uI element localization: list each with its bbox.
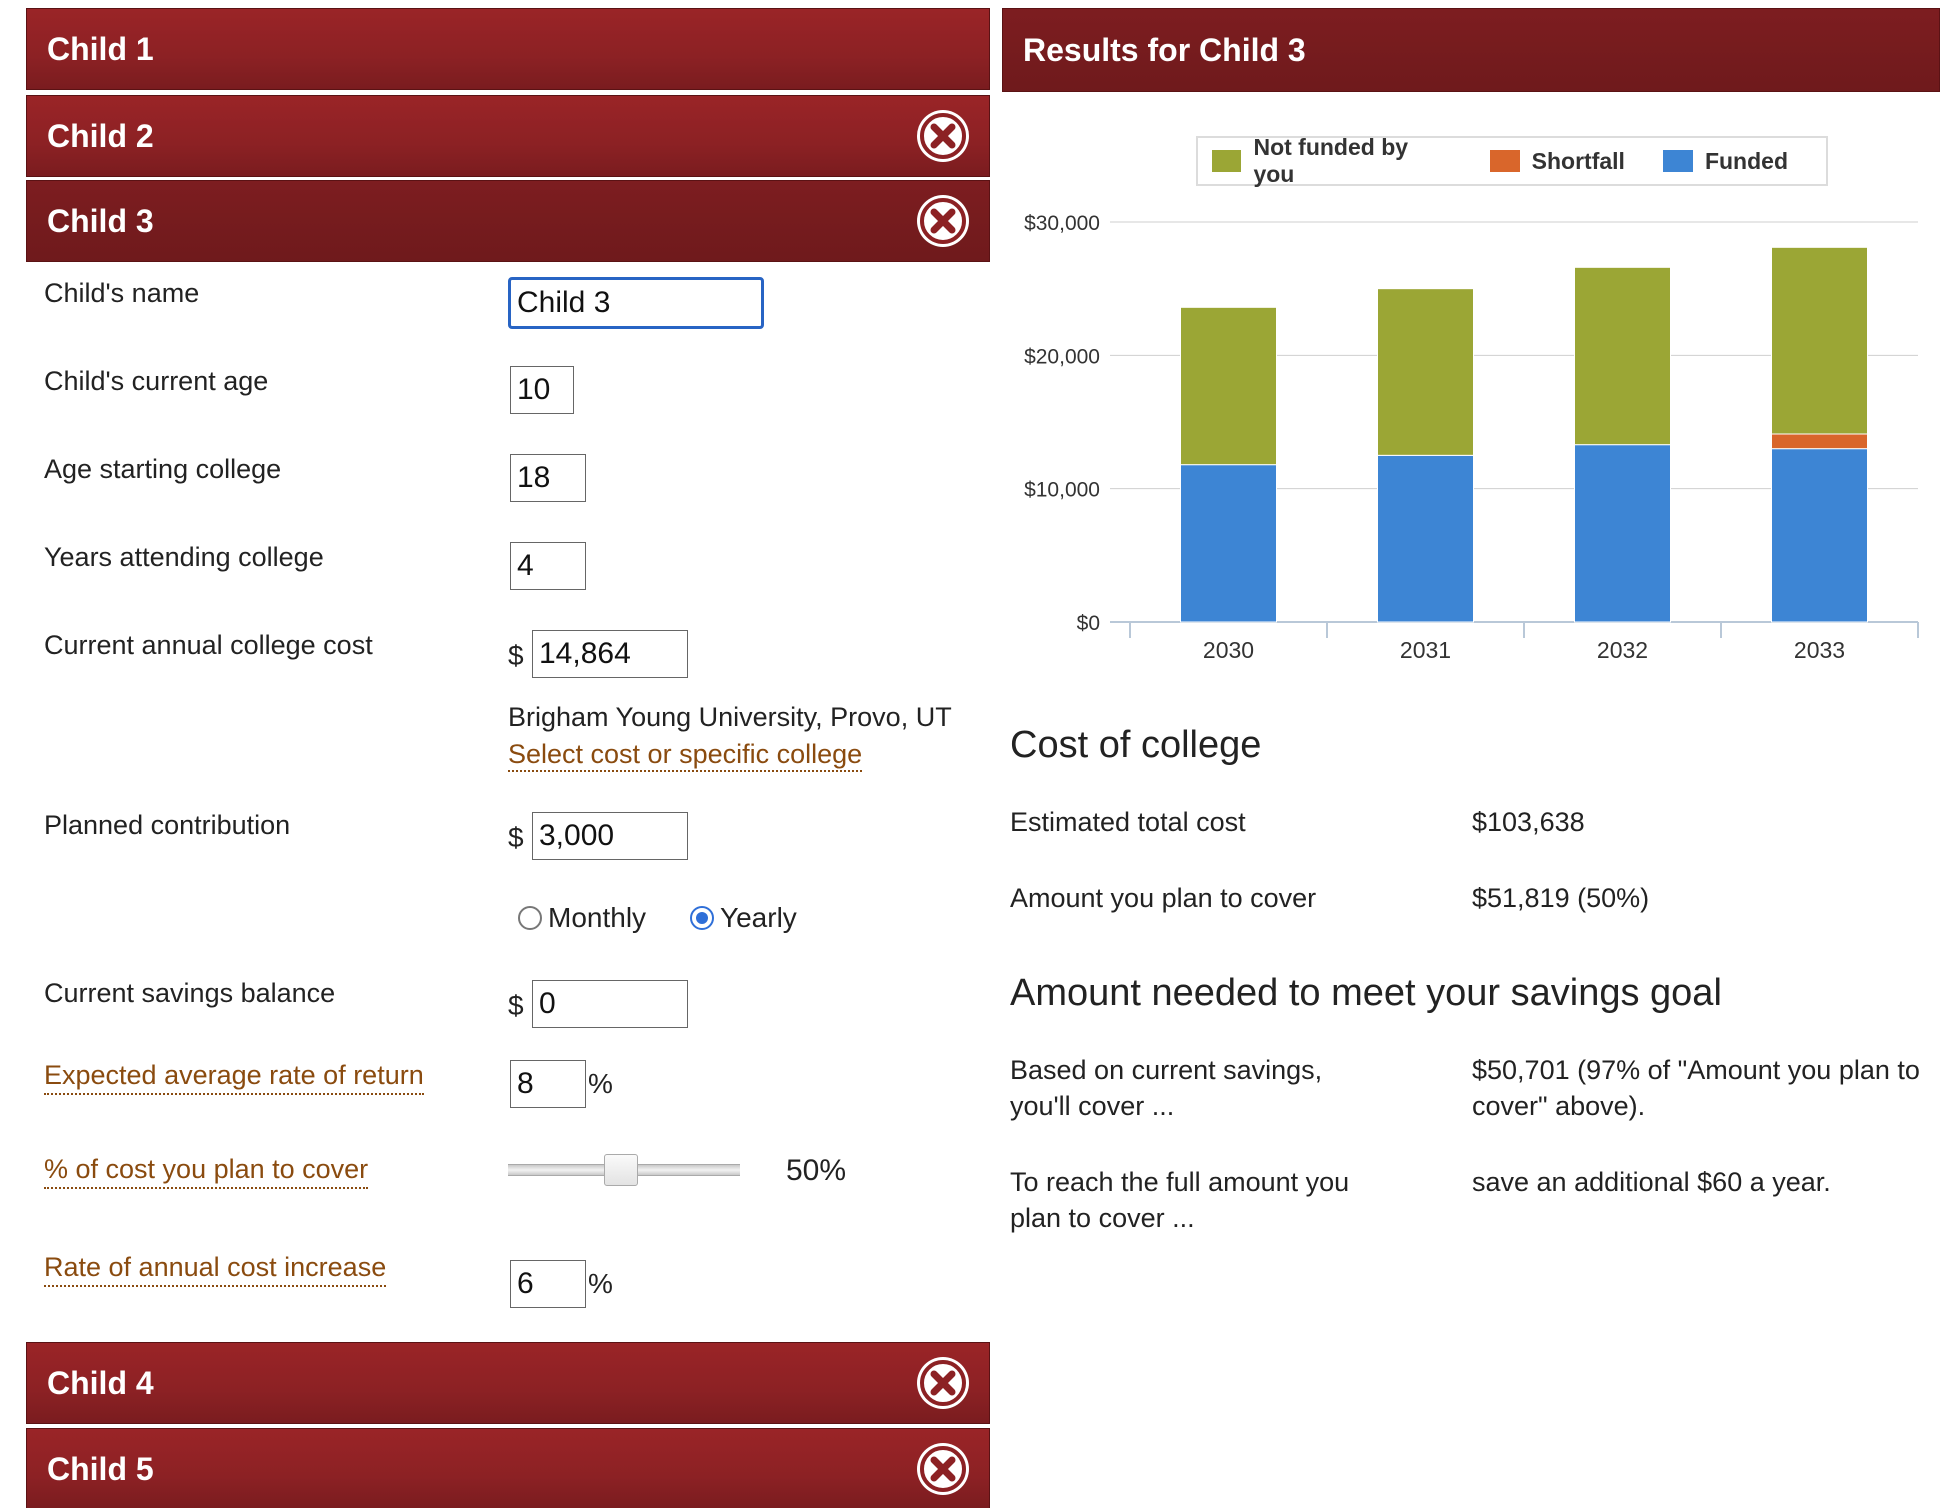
bar-segment-funded <box>1180 464 1277 623</box>
close-icon[interactable] <box>917 1443 969 1495</box>
child-name-label: Child's name <box>44 278 200 308</box>
bar-segment-not-funded-by-you <box>1771 246 1868 435</box>
current-age-input[interactable] <box>510 366 574 414</box>
cost-increase-input[interactable] <box>510 1260 586 1308</box>
annual-cost-label: Current annual college cost <box>44 630 373 660</box>
bar-segment-shortfall <box>1771 433 1868 450</box>
cover-slider-thumb[interactable] <box>604 1154 638 1186</box>
panel-title: Child 2 <box>47 117 154 154</box>
legend-label: Not funded by you <box>1253 134 1409 187</box>
panel-child-2[interactable]: Child 2 <box>26 95 990 177</box>
x-tick-label: 2033 <box>1794 637 1845 663</box>
yearly-radio[interactable]: Yearly <box>690 902 797 934</box>
results-title: Results for Child 3 <box>1023 31 1306 68</box>
return-rate-link[interactable]: Expected average rate of return <box>44 1060 424 1095</box>
y-tick-label: $30,000 <box>1024 212 1100 235</box>
plan-cover-label: Amount you plan to cover <box>1010 883 1317 913</box>
cost-increase-link[interactable]: Rate of annual cost increase <box>44 1252 387 1287</box>
legend-swatch <box>1662 150 1693 172</box>
full-cover-label: To reach the full amount you plan to cov… <box>1010 1167 1350 1233</box>
contribution-label: Planned contribution <box>44 810 291 840</box>
radio-unchecked-icon <box>518 906 542 930</box>
close-icon[interactable] <box>917 1357 969 1409</box>
x-tick-label: 2031 <box>1400 637 1451 663</box>
y-tick-label: $20,000 <box>1024 345 1100 368</box>
annual-cost-input[interactable] <box>532 630 688 678</box>
goal-heading: Amount needed to meet your savings goal <box>1010 972 1722 1014</box>
panel-child-1[interactable]: Child 1 <box>26 8 990 90</box>
bar-segment-funded <box>1377 454 1474 623</box>
legend-label: Funded <box>1704 147 1788 174</box>
select-college-link[interactable]: Select cost or specific college <box>508 739 863 772</box>
percent-unit: % <box>588 1068 613 1099</box>
start-age-label: Age starting college <box>44 454 282 484</box>
close-icon[interactable] <box>917 195 969 247</box>
current-cover-value: $50,701 (97% of "Amount you plan to cove… <box>1472 1055 1920 1121</box>
bar-segment-not-funded-by-you <box>1574 266 1671 446</box>
currency-symbol: $ <box>508 640 524 671</box>
legend-swatch <box>1489 150 1520 172</box>
full-cover-value: save an additional $60 a year. <box>1472 1167 1831 1197</box>
savings-label: Current savings balance <box>44 978 336 1008</box>
cost-heading: Cost of college <box>1010 724 1262 766</box>
x-tick-label: 2032 <box>1597 637 1648 663</box>
radio-label: Yearly <box>720 902 797 933</box>
years-attending-label: Years attending college <box>44 542 324 572</box>
bar-segment-not-funded-by-you <box>1180 306 1277 466</box>
legend-item-shortfall: Shortfall <box>1489 147 1625 175</box>
panel-title: Child 3 <box>47 202 154 239</box>
panel-title: Child 4 <box>47 1364 154 1401</box>
monthly-radio[interactable]: Monthly <box>518 902 646 934</box>
bar-segment-funded <box>1574 444 1671 623</box>
legend-item-funded: Funded <box>1662 147 1788 175</box>
radio-checked-icon <box>690 906 714 930</box>
panel-title: Child 5 <box>47 1450 154 1487</box>
child-3-form: Child's name Child's current age Age sta… <box>44 262 990 1332</box>
college-name: Brigham Young University, Provo, UT <box>508 702 952 732</box>
return-rate-input[interactable] <box>510 1060 586 1108</box>
bar-segment-funded <box>1771 448 1868 623</box>
panel-child-3[interactable]: Child 3 <box>26 180 990 262</box>
currency-symbol: $ <box>508 822 524 853</box>
radio-label: Monthly <box>548 902 647 933</box>
stacked-bar-chart: $0 $10,000 $20,000 $30,000 2030 2031 2032 2033 <box>1024 212 1919 663</box>
cover-percent-value: 50% <box>786 1154 847 1187</box>
results-header: Results for Child 3 <box>1002 8 1940 92</box>
child-name-input[interactable] <box>508 277 764 329</box>
current-age-label: Child's current age <box>44 366 269 396</box>
estimated-cost-value: $103,638 <box>1472 807 1585 837</box>
legend-item-not-funded: Not funded by you <box>1212 134 1452 188</box>
plan-cover-value: $51,819 (50%) <box>1472 883 1650 913</box>
chart-legend: Not funded by you Shortfall Funded <box>1196 134 1828 188</box>
start-age-input[interactable] <box>510 454 586 502</box>
x-tick-label: 2030 <box>1203 637 1254 663</box>
contribution-input[interactable] <box>532 812 688 860</box>
panel-child-4[interactable]: Child 4 <box>26 1342 990 1424</box>
legend-swatch <box>1212 150 1242 172</box>
panel-title: Child 1 <box>47 30 154 67</box>
legend-label: Shortfall <box>1531 147 1625 174</box>
bar-segment-not-funded-by-you <box>1377 288 1474 456</box>
years-attending-input[interactable] <box>510 542 586 590</box>
close-icon[interactable] <box>917 110 969 162</box>
y-tick-label: $0 <box>1077 612 1100 635</box>
savings-input[interactable] <box>532 980 688 1028</box>
y-tick-label: $10,000 <box>1024 479 1100 502</box>
cover-percent-link[interactable]: % of cost you plan to cover <box>44 1154 369 1189</box>
current-cover-label: Based on current savings, you'll cover .… <box>1010 1055 1323 1121</box>
estimated-cost-label: Estimated total cost <box>1010 807 1246 837</box>
panel-child-5[interactable]: Child 5 <box>26 1428 990 1508</box>
currency-symbol: $ <box>508 990 524 1021</box>
percent-unit: % <box>588 1268 613 1299</box>
